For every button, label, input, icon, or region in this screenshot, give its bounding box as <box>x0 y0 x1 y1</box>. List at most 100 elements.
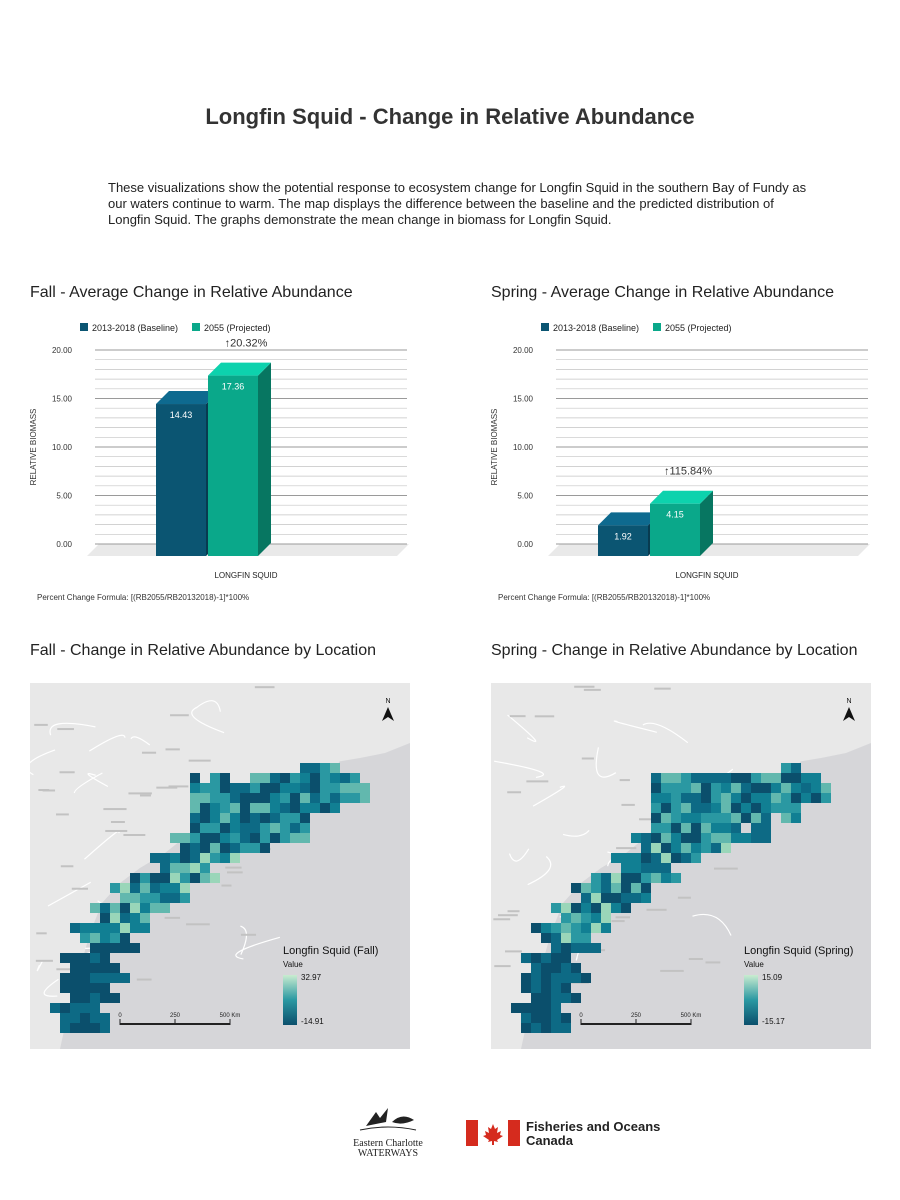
change-cell <box>310 783 320 793</box>
change-cell <box>300 833 310 843</box>
change-cell <box>641 893 651 903</box>
change-cell <box>711 813 721 823</box>
change-cell <box>100 913 110 923</box>
change-cell <box>80 923 90 933</box>
change-cell <box>110 963 120 973</box>
bar-top <box>650 490 713 504</box>
change-cell <box>200 863 210 873</box>
place-label <box>59 771 75 774</box>
place-label <box>128 792 152 795</box>
change-cell <box>340 783 350 793</box>
change-cell <box>240 783 250 793</box>
legend-min: -14.91 <box>301 1017 324 1026</box>
land-area <box>280 683 410 765</box>
change-cell <box>320 793 330 803</box>
change-cell <box>90 923 100 933</box>
y-axis-label: RELATIVE BIOMASS <box>490 409 499 486</box>
change-cell <box>180 873 190 883</box>
change-cell <box>60 1003 70 1013</box>
fall-map: N 0 250 500 Km Longfin Squid (Fall) Value 32.9… <box>30 683 410 1049</box>
change-cell <box>811 783 821 793</box>
change-cell <box>330 763 340 773</box>
change-cell <box>160 883 170 893</box>
change-cell <box>561 943 571 953</box>
legend-label: 2055 (Projected) <box>204 323 271 333</box>
place-label <box>677 896 691 899</box>
change-cell <box>551 933 561 943</box>
change-cell <box>741 773 751 783</box>
change-cell <box>671 823 681 833</box>
change-cell <box>120 923 130 933</box>
change-cell <box>100 983 110 993</box>
change-cell <box>581 943 591 953</box>
change-cell <box>70 953 80 963</box>
change-cell <box>801 793 811 803</box>
change-cell <box>220 783 230 793</box>
intro-text: These visualizations show the potential … <box>108 180 807 227</box>
change-cell <box>671 833 681 843</box>
change-cell <box>270 803 280 813</box>
scale-label: 500 Km <box>220 1013 241 1019</box>
legend-gradient <box>283 975 297 1025</box>
place-label <box>35 959 53 962</box>
change-cell <box>240 813 250 823</box>
change-cell <box>641 843 651 853</box>
change-cell <box>691 823 701 833</box>
change-cell <box>681 803 691 813</box>
change-cell <box>731 823 741 833</box>
change-cell <box>160 853 170 863</box>
change-cell <box>100 933 110 943</box>
place-label <box>493 918 511 921</box>
change-cell <box>791 783 801 793</box>
change-cell <box>110 973 120 983</box>
legend-swatch <box>80 323 88 331</box>
change-cell <box>551 1023 561 1033</box>
place-label <box>42 789 56 792</box>
change-cell <box>761 833 771 843</box>
change-cell <box>140 883 150 893</box>
change-cell <box>641 873 651 883</box>
change-cell <box>551 1003 561 1013</box>
place-label <box>534 715 555 718</box>
legend-swatch <box>192 323 200 331</box>
change-cell <box>280 793 290 803</box>
change-cell <box>130 943 140 953</box>
change-cell <box>180 893 190 903</box>
change-cell <box>70 1023 80 1033</box>
logo1-line2: WATERWAYS <box>357 1148 419 1159</box>
change-cell <box>781 793 791 803</box>
change-cell <box>561 963 571 973</box>
change-cell <box>210 803 220 813</box>
change-cell <box>611 883 621 893</box>
north-arrow-icon <box>382 707 394 721</box>
change-cell <box>821 793 831 803</box>
change-cell <box>611 903 621 913</box>
bar-top <box>598 512 661 526</box>
eastern-charlotte-logo: Eastern Charlotte WATERWAYS <box>348 1104 428 1159</box>
change-cell <box>541 983 551 993</box>
place-label <box>165 748 180 751</box>
change-cell <box>571 903 581 913</box>
road <box>87 773 109 788</box>
change-cell <box>641 863 651 873</box>
change-cell <box>551 993 561 1003</box>
change-cell <box>120 913 130 923</box>
change-cell <box>721 793 731 803</box>
change-cell <box>621 903 631 913</box>
change-cell <box>170 873 180 883</box>
place-label <box>103 808 127 811</box>
change-cell <box>210 813 220 823</box>
change-cell <box>120 893 130 903</box>
change-cell <box>771 803 781 813</box>
change-cell <box>581 923 591 933</box>
change-cell <box>671 773 681 783</box>
change-cell <box>711 783 721 793</box>
change-cell <box>230 813 240 823</box>
change-cell <box>80 963 90 973</box>
change-cell <box>130 923 140 933</box>
change-cell <box>631 883 641 893</box>
change-cell <box>711 793 721 803</box>
change-cell <box>230 793 240 803</box>
change-cell <box>671 813 681 823</box>
change-cell <box>250 773 260 783</box>
